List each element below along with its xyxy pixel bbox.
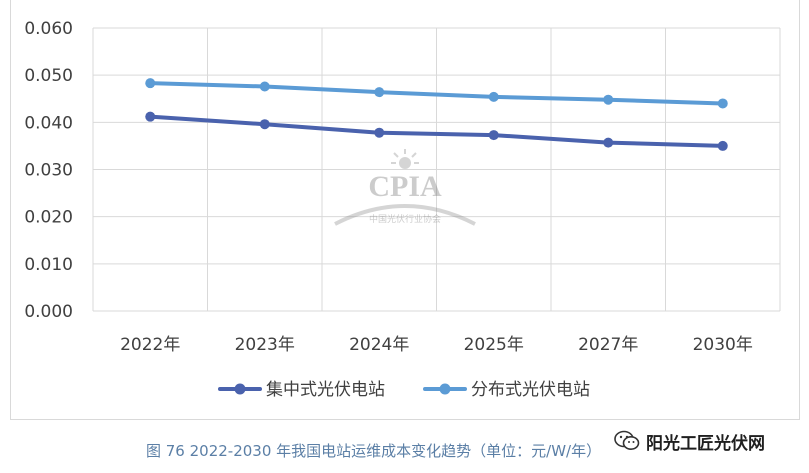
x-tick-label: 2025年 [464,335,524,355]
x-tick-label: 2022年 [120,335,180,355]
y-tick-label: 0.060 [24,19,73,39]
data-point [488,130,499,141]
data-point [488,91,499,102]
x-axis-ticks: 2022年 2023年 2024年 2025年 2027年 2030年 [120,335,753,355]
data-point [259,119,270,130]
legend-marker [234,383,246,395]
watermark-org: 中国光伏行业协会 [369,213,441,225]
wechat-account: 阳光工匠光伏网 [614,426,765,456]
chart-frame [10,0,800,420]
y-tick-label: 0.020 [24,208,73,228]
legend-label: 集中式光伏电站 [266,380,385,400]
legend-label: 分布式光伏电站 [471,380,590,400]
figure-caption: 图 76 2022-2030 年我国电站运维成本变化趋势（单位：元/W/年） [146,442,602,460]
x-tick-label: 2030年 [693,335,753,355]
data-point [374,87,385,98]
x-tick-label: 2023年 [235,335,295,355]
y-tick-label: 0.030 [24,161,73,181]
y-tick-label: 0.050 [24,66,73,86]
y-tick-label: 0.000 [24,302,73,322]
data-point [603,94,614,105]
cpia-watermark: CPIA 中国光伏行业协会 [334,149,476,226]
y-axis-ticks: 0.000 0.010 0.020 0.030 0.040 0.050 0.060 [24,19,73,322]
series-line-0 [148,114,725,148]
data-point [603,137,614,148]
watermark-logo: CPIA [368,170,442,203]
series-lines [145,78,728,151]
wechat-icon [614,430,640,450]
x-tick-label: 2024年 [349,335,409,355]
data-point [374,127,385,138]
data-point [259,81,270,92]
data-point [717,98,728,109]
y-tick-label: 0.010 [24,255,73,275]
x-tick-label: 2027年 [578,335,638,355]
account-name: 阳光工匠光伏网 [646,433,765,454]
y-tick-label: 0.040 [24,113,73,133]
data-point [717,140,728,151]
series-line-1 [148,81,725,106]
legend-marker [439,383,451,395]
data-point [145,111,156,122]
data-point [145,78,156,89]
line-chart: 0.000 0.010 0.020 0.030 0.040 0.050 0.060 2022… [24,19,781,400]
legend: 集中式光伏电站 分布式光伏电站 [218,380,590,400]
